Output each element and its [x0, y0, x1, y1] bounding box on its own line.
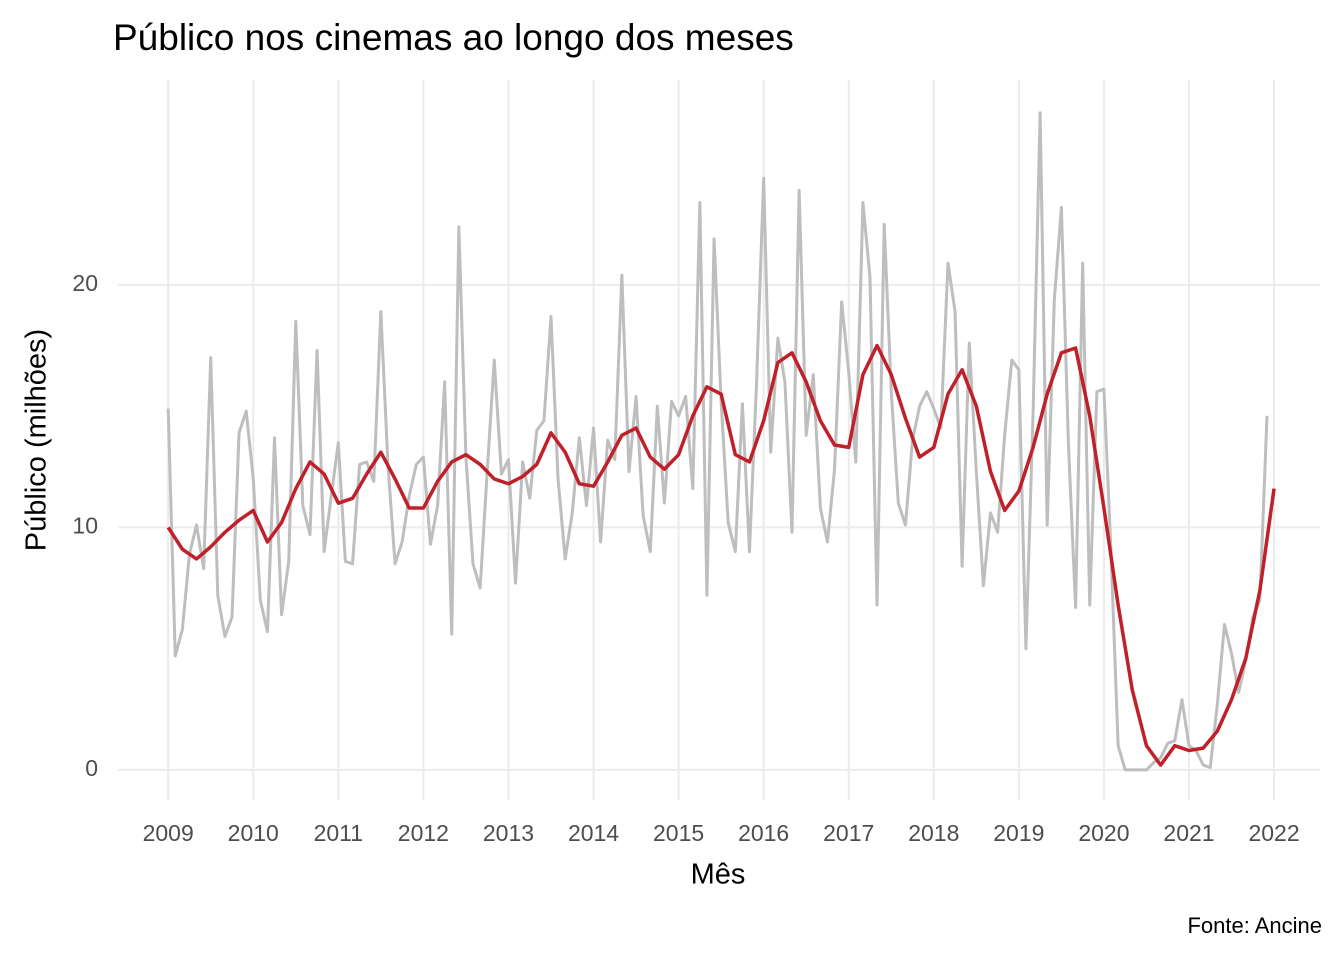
x-tick-label: 2017: [823, 820, 874, 846]
y-axis-label: Público (milhões): [21, 329, 53, 551]
x-tick-label: 2015: [653, 820, 704, 846]
x-tick-label: 2019: [993, 820, 1044, 846]
y-tick-label: 20: [72, 270, 98, 296]
x-tick-label: 2014: [568, 820, 619, 846]
series-line: [166, 111, 1269, 772]
x-tick-label: 2011: [314, 820, 363, 846]
x-tick-label: 2021: [1163, 820, 1214, 846]
x-axis-label: Mês: [691, 859, 746, 891]
series-line: [166, 343, 1276, 767]
y-tick-label: 10: [72, 513, 98, 539]
x-tick-label: 2022: [1248, 820, 1299, 846]
y-tick-label: 0: [85, 755, 98, 781]
x-tick-label: 2010: [228, 820, 279, 846]
x-tick-label: 2020: [1078, 820, 1129, 846]
x-tick-label: 2018: [908, 820, 959, 846]
chart-title: Público nos cinemas ao longo dos meses: [113, 17, 794, 58]
caption: Fonte: Ancine: [1187, 913, 1322, 938]
x-tick-label: 2016: [738, 820, 789, 846]
x-tick-label: 2009: [143, 820, 194, 846]
x-tick-label: 2013: [483, 820, 534, 846]
x-tick-label: 2012: [398, 820, 449, 846]
